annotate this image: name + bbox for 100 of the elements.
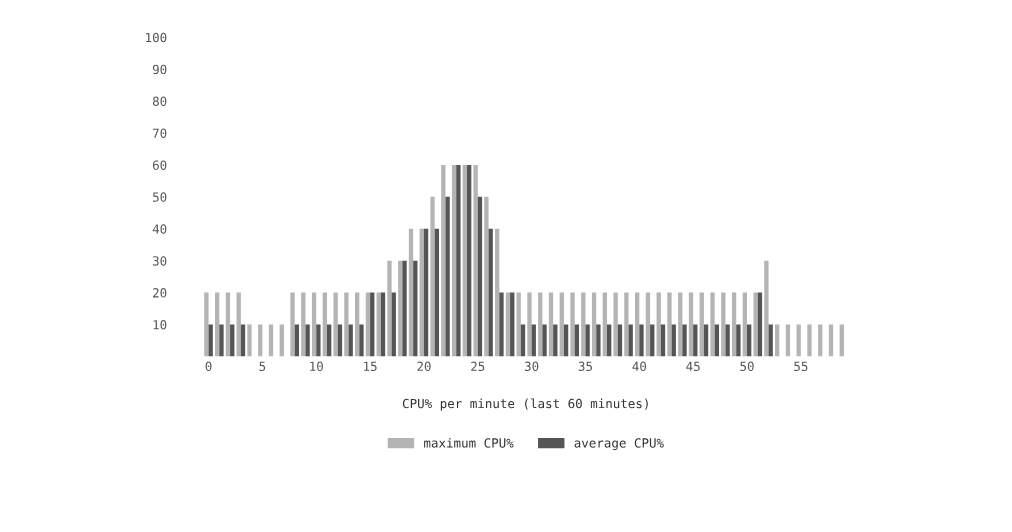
bar: [699, 292, 704, 357]
y-tick-label: 80: [152, 96, 167, 107]
bar: [495, 228, 500, 357]
bar: [807, 324, 812, 357]
x-tick-label: 50: [740, 361, 754, 372]
bar: [635, 292, 640, 357]
bar: [645, 292, 651, 357]
bar: [757, 292, 763, 357]
y-tick-label: 30: [152, 256, 167, 266]
bar: [656, 292, 661, 357]
bar: [693, 324, 698, 357]
bar: [247, 324, 252, 357]
bar: [236, 292, 241, 357]
bar: [473, 164, 478, 357]
bar: [613, 292, 618, 357]
bar: [230, 324, 235, 357]
bar: [563, 324, 569, 357]
bar: [703, 324, 709, 357]
x-tick-label: 10: [310, 361, 323, 372]
bar: [488, 228, 493, 357]
y-tick-label: 100: [146, 32, 167, 43]
bar: [714, 324, 720, 357]
y-tick-label: 10: [153, 320, 167, 330]
x-tick-label: 45: [686, 361, 700, 372]
bar: [290, 292, 295, 357]
bar: [818, 324, 823, 357]
bar: [333, 292, 338, 357]
bar: [585, 324, 590, 357]
bar: [204, 292, 209, 357]
bar: [268, 324, 274, 357]
bar: [650, 324, 655, 357]
bar: [581, 292, 586, 357]
bar: [279, 324, 284, 357]
bar: [348, 324, 353, 357]
bar: [660, 324, 666, 357]
bar: [796, 324, 801, 357]
bar: [355, 292, 360, 357]
bar: [548, 292, 554, 357]
y-tick-label: 90: [152, 64, 167, 75]
bar: [484, 196, 489, 357]
bar: [441, 164, 446, 357]
bar: [591, 292, 597, 357]
bar: [258, 324, 263, 357]
bar: [387, 260, 392, 357]
bar: [731, 292, 737, 357]
bar: [370, 292, 375, 357]
bar: [628, 324, 633, 357]
bar: [688, 292, 694, 357]
bar: [747, 324, 752, 357]
bar: [667, 292, 672, 357]
x-axis-title: CPU% per minute (last 60 minutes): [402, 398, 648, 411]
x-tick-label: 5: [259, 361, 266, 372]
bar: [467, 164, 472, 357]
bar: [553, 324, 558, 357]
bar: [742, 292, 748, 357]
bar: [775, 324, 780, 357]
bar: [559, 292, 564, 357]
bar: [499, 292, 504, 357]
bar: [311, 292, 317, 357]
bar: [516, 292, 521, 357]
bar: [542, 324, 547, 357]
bar: [721, 292, 726, 357]
bar: [322, 292, 328, 357]
bar: [678, 292, 683, 357]
y-tick-label: 20: [153, 288, 167, 298]
bar: [240, 324, 246, 357]
bar: [828, 324, 834, 357]
bar: [219, 324, 224, 357]
y-tick-label: 50: [153, 192, 167, 202]
bar: [413, 260, 418, 357]
bar: [316, 324, 321, 357]
bar: [602, 292, 608, 357]
bar: [725, 324, 730, 357]
bar: [208, 324, 213, 357]
bar: [527, 292, 532, 357]
bar: [301, 292, 306, 357]
bar: [710, 292, 715, 357]
bar: [477, 196, 483, 357]
bar: [607, 324, 612, 357]
x-tick-label: 55: [794, 361, 808, 372]
x-tick-label: 30: [524, 361, 539, 372]
bar: [736, 324, 741, 357]
bar: [327, 324, 332, 357]
bar: [451, 164, 457, 357]
bar: [434, 228, 440, 357]
bar: [505, 292, 511, 357]
bar: [510, 292, 515, 357]
bar: [215, 292, 220, 357]
bar: [430, 196, 435, 357]
bar: [225, 292, 231, 357]
bar: [294, 324, 300, 357]
bar: [423, 228, 429, 357]
x-tick-label: 15: [364, 361, 377, 372]
x-tick-label: 25: [471, 361, 485, 372]
bar: [380, 292, 386, 357]
y-tick-label: 60: [152, 160, 167, 170]
bar: [596, 324, 601, 357]
bar: [402, 260, 407, 357]
bar: [445, 196, 450, 357]
bar: [682, 324, 687, 357]
